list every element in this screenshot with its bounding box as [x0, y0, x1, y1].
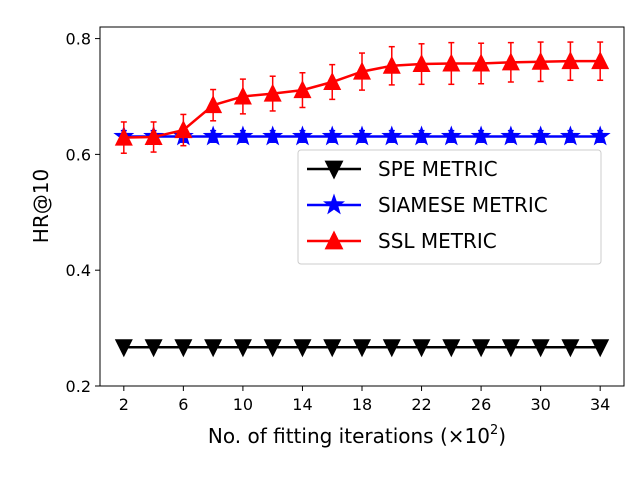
- x-axis-label-close: ): [498, 424, 506, 448]
- data-point: [561, 339, 580, 358]
- data-point: [411, 125, 433, 146]
- data-point: [202, 125, 224, 146]
- legend-marker: [324, 230, 344, 250]
- data-point: [500, 125, 522, 146]
- data-point: [412, 339, 431, 358]
- data-point: [262, 125, 284, 146]
- data-point: [531, 339, 550, 358]
- data-point: [561, 51, 580, 70]
- x-tick-label: 30: [530, 395, 550, 414]
- data-point: [323, 72, 342, 91]
- legend-label: SSL METRIC: [378, 229, 497, 253]
- data-point: [321, 125, 343, 146]
- data-point: [114, 339, 133, 358]
- data-point: [501, 339, 520, 358]
- data-point: [440, 125, 462, 146]
- data-point: [263, 339, 282, 358]
- data-point: [442, 53, 461, 72]
- x-tick-label: 10: [233, 395, 253, 414]
- data-point: [381, 125, 403, 146]
- x-axis: 2 6 10 14 18 22 26 30 34: [119, 386, 610, 414]
- data-point: [382, 339, 401, 358]
- data-point: [204, 95, 223, 114]
- x-tick-label: 6: [178, 395, 188, 414]
- legend-label: SPE METRIC: [378, 157, 498, 181]
- x-tick-label: 2: [119, 395, 129, 414]
- legend-marker: [323, 193, 345, 215]
- y-tick-label: 0.6: [66, 145, 91, 164]
- legend: SPE METRIC SIAMESE METRIC SSL METRIC: [297, 149, 602, 265]
- data-point: [530, 125, 552, 146]
- data-point: [531, 51, 550, 70]
- legend-frame: [297, 149, 602, 265]
- x-tick-label: 18: [352, 395, 372, 414]
- data-point: [263, 83, 282, 102]
- data-point: [559, 125, 581, 146]
- x-tick-label: 26: [471, 395, 491, 414]
- data-point: [293, 80, 312, 99]
- data-point: [233, 86, 252, 105]
- data-point: [174, 120, 193, 139]
- series-spe-metric: [114, 339, 610, 358]
- data-point: [291, 125, 313, 146]
- data-point: [353, 61, 371, 80]
- data-point: [204, 339, 223, 358]
- data-point: [442, 339, 461, 358]
- legend-label: SIAMESE METRIC: [378, 193, 548, 217]
- data-point: [591, 51, 610, 70]
- y-tick-label: 0.8: [66, 30, 91, 49]
- data-point: [470, 125, 492, 146]
- data-point: [144, 127, 163, 146]
- series-ssl-metric: [114, 41, 610, 154]
- data-point: [472, 339, 491, 358]
- data-point: [501, 52, 520, 71]
- x-axis-label: No. of fitting iterations (×102): [208, 423, 506, 448]
- legend-marker: [324, 160, 344, 180]
- data-point: [382, 55, 401, 74]
- data-point: [323, 339, 342, 358]
- y-tick-label: 0.4: [66, 261, 91, 280]
- data-point: [412, 54, 431, 73]
- x-axis-label-superscript: 2: [490, 423, 498, 438]
- x-tick-label: 34: [590, 395, 610, 414]
- x-tick-label: 14: [292, 395, 312, 414]
- data-point: [591, 339, 610, 358]
- data-point: [293, 339, 312, 358]
- y-axis-label: HR@10: [29, 169, 53, 243]
- data-point: [114, 127, 133, 146]
- data-point: [233, 339, 252, 358]
- data-point: [351, 125, 373, 146]
- data-point: [353, 339, 371, 358]
- y-tick-label: 0.2: [66, 377, 91, 396]
- data-point: [589, 125, 611, 146]
- data-point: [174, 339, 193, 358]
- y-axis: 0.2 0.4 0.6 0.8: [66, 30, 100, 396]
- data-point: [144, 339, 163, 358]
- x-tick-label: 22: [411, 395, 431, 414]
- data-point: [232, 125, 254, 146]
- data-point: [472, 53, 491, 72]
- x-axis-label-text: No. of fitting iterations (×10: [208, 424, 490, 448]
- series-layer: [113, 41, 611, 358]
- series-siamese-metric: [113, 125, 611, 146]
